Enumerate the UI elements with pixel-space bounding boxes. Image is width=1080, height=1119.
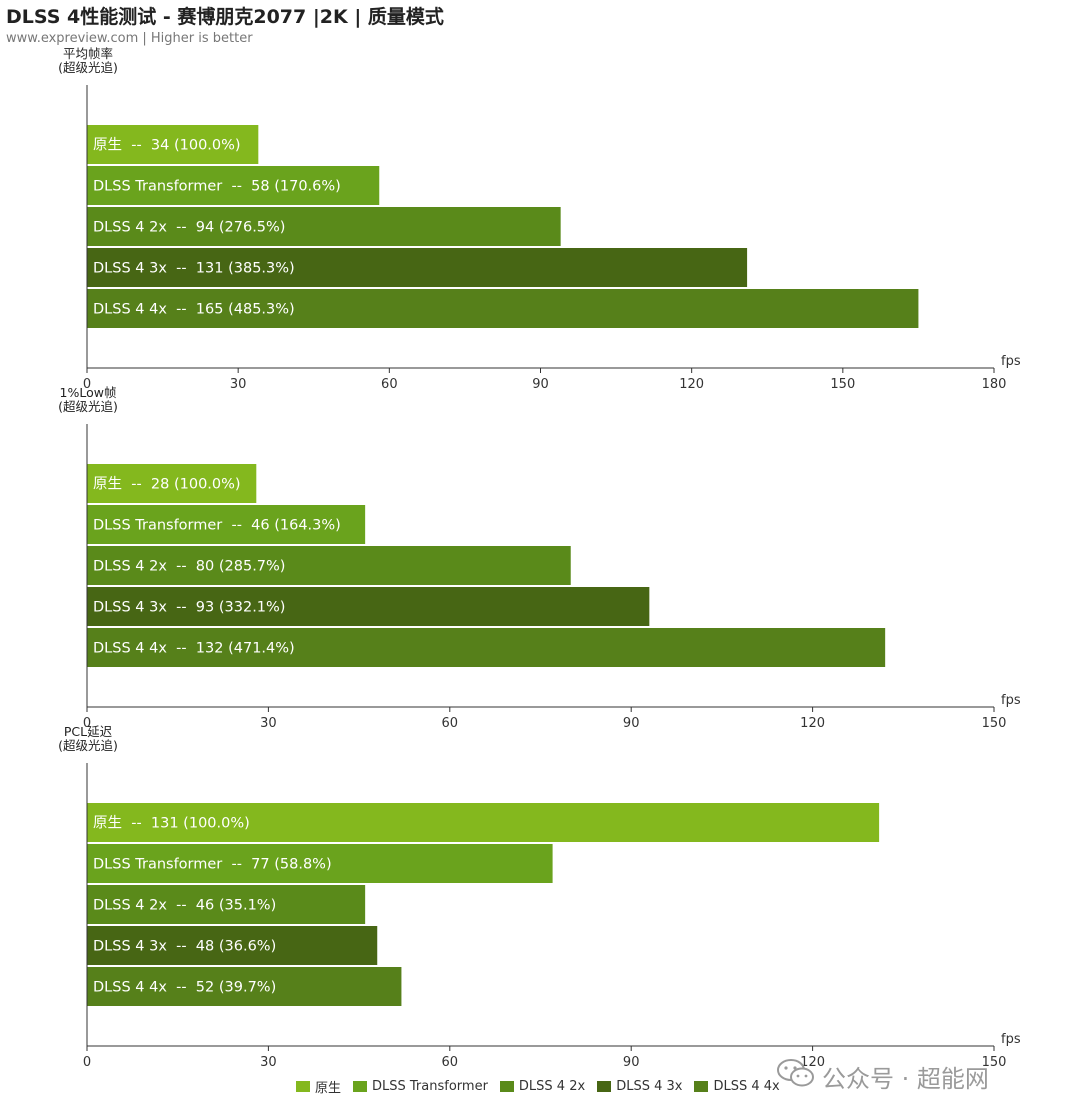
- legend-item-dlss4-2x[interactable]: DLSS 4 2x: [499, 1077, 586, 1096]
- legend-swatch: [694, 1081, 709, 1092]
- bar: [87, 926, 378, 965]
- x-axis-label: fps: [1001, 354, 1021, 369]
- x-tick-label: 150: [830, 377, 855, 392]
- bar: [87, 844, 553, 883]
- x-axis-label: fps: [1001, 1032, 1021, 1047]
- bar-label: DLSS 4 4x -- 132 (471.4%): [93, 641, 295, 657]
- legend-item-native[interactable]: 原生: [296, 1077, 341, 1096]
- bar-label: DLSS Transformer -- 46 (164.3%): [93, 518, 341, 534]
- bar-label: 原生 -- 34 (100.0%): [93, 137, 241, 154]
- x-tick-label: 60: [442, 716, 459, 731]
- x-tick-label: 0: [83, 377, 91, 392]
- bar-label: DLSS Transformer -- 77 (58.8%): [93, 857, 332, 873]
- x-tick-label: 120: [800, 716, 825, 731]
- bar-label: DLSS 4 3x -- 48 (36.6%): [93, 939, 276, 955]
- x-axis-label: fps: [1001, 693, 1021, 708]
- legend-item-dlss-transformer[interactable]: DLSS Transformer: [353, 1077, 488, 1096]
- bar-label: 原生 -- 28 (100.0%): [93, 476, 241, 493]
- legend-label: DLSS 4 3x: [616, 1079, 683, 1094]
- x-tick-label: 30: [260, 1055, 277, 1070]
- bar: [87, 207, 561, 246]
- bar-label: DLSS 4 3x -- 93 (332.1%): [93, 600, 285, 616]
- bar: [87, 587, 650, 626]
- bar: [87, 166, 380, 205]
- legend-label: DLSS 4 2x: [518, 1079, 586, 1094]
- bar-label: DLSS 4 4x -- 52 (39.7%): [93, 980, 276, 996]
- bar: [87, 125, 259, 164]
- bar: [87, 248, 748, 287]
- x-tick-label: 150: [982, 1055, 1007, 1070]
- bar-label: DLSS 4 3x -- 131 (385.3%): [93, 261, 295, 277]
- y-axis-label: 平均帧率(超级光追): [58, 46, 118, 75]
- bar-label: DLSS 4 2x -- 94 (276.5%): [93, 220, 285, 236]
- legend-item-dlss4-4x[interactable]: DLSS 4 4x: [694, 1077, 780, 1096]
- bar: [87, 967, 402, 1006]
- bar-label: DLSS 4 2x -- 80 (285.7%): [93, 559, 285, 575]
- bar: [87, 505, 366, 544]
- wechat-icon: [776, 1058, 816, 1094]
- legend-swatch: [296, 1081, 310, 1092]
- bar: [87, 885, 366, 924]
- bar: [87, 628, 886, 667]
- legend-label: DLSS Transformer: [372, 1079, 488, 1094]
- x-tick-label: 180: [982, 377, 1007, 392]
- bar-label: DLSS 4 2x -- 46 (35.1%): [93, 898, 276, 914]
- legend-label: DLSS 4 4x: [713, 1079, 780, 1094]
- watermark: 公众号 · 超能网: [776, 1058, 989, 1094]
- legend-swatch: [353, 1081, 368, 1092]
- y-axis-label: PCL延迟(超级光追): [58, 724, 118, 753]
- x-tick-label: 90: [623, 1055, 640, 1070]
- legend-item-dlss4-3x[interactable]: DLSS 4 3x: [597, 1077, 682, 1096]
- bar: [87, 803, 880, 842]
- x-tick-label: 90: [623, 716, 640, 731]
- bar: [87, 546, 571, 585]
- bar-label: 原生 -- 131 (100.0%): [93, 815, 250, 832]
- legend: 原生 DLSS Transformer DLSS 4 2x DLSS 4 3x …: [296, 1077, 780, 1096]
- x-tick-label: 0: [83, 716, 91, 731]
- legend-label: 原生: [315, 1081, 342, 1096]
- x-tick-label: 60: [381, 377, 398, 392]
- bar: [87, 289, 919, 328]
- x-tick-label: 150: [982, 716, 1007, 731]
- x-tick-label: 120: [679, 377, 704, 392]
- legend-swatch: [499, 1081, 514, 1092]
- watermark-text: 公众号 · 超能网: [822, 1064, 989, 1093]
- bar-label: DLSS Transformer -- 58 (170.6%): [93, 179, 341, 195]
- x-tick-label: 0: [83, 1055, 91, 1070]
- x-tick-label: 60: [442, 1055, 459, 1070]
- x-tick-label: 90: [532, 377, 549, 392]
- x-tick-label: 30: [230, 377, 247, 392]
- bar: [87, 464, 257, 503]
- bar-label: DLSS 4 4x -- 165 (485.3%): [93, 302, 295, 318]
- y-axis-label: 1%Low帧(超级光追): [58, 385, 118, 414]
- x-tick-label: 120: [800, 1055, 825, 1070]
- chart-subtitle: www.expreview.com | Higher is better: [6, 31, 253, 46]
- legend-swatch: [597, 1081, 612, 1092]
- x-tick-label: 30: [260, 716, 277, 731]
- chart-title: DLSS 4性能测试 - 赛博朋克2077 |2K | 质量模式: [6, 6, 444, 28]
